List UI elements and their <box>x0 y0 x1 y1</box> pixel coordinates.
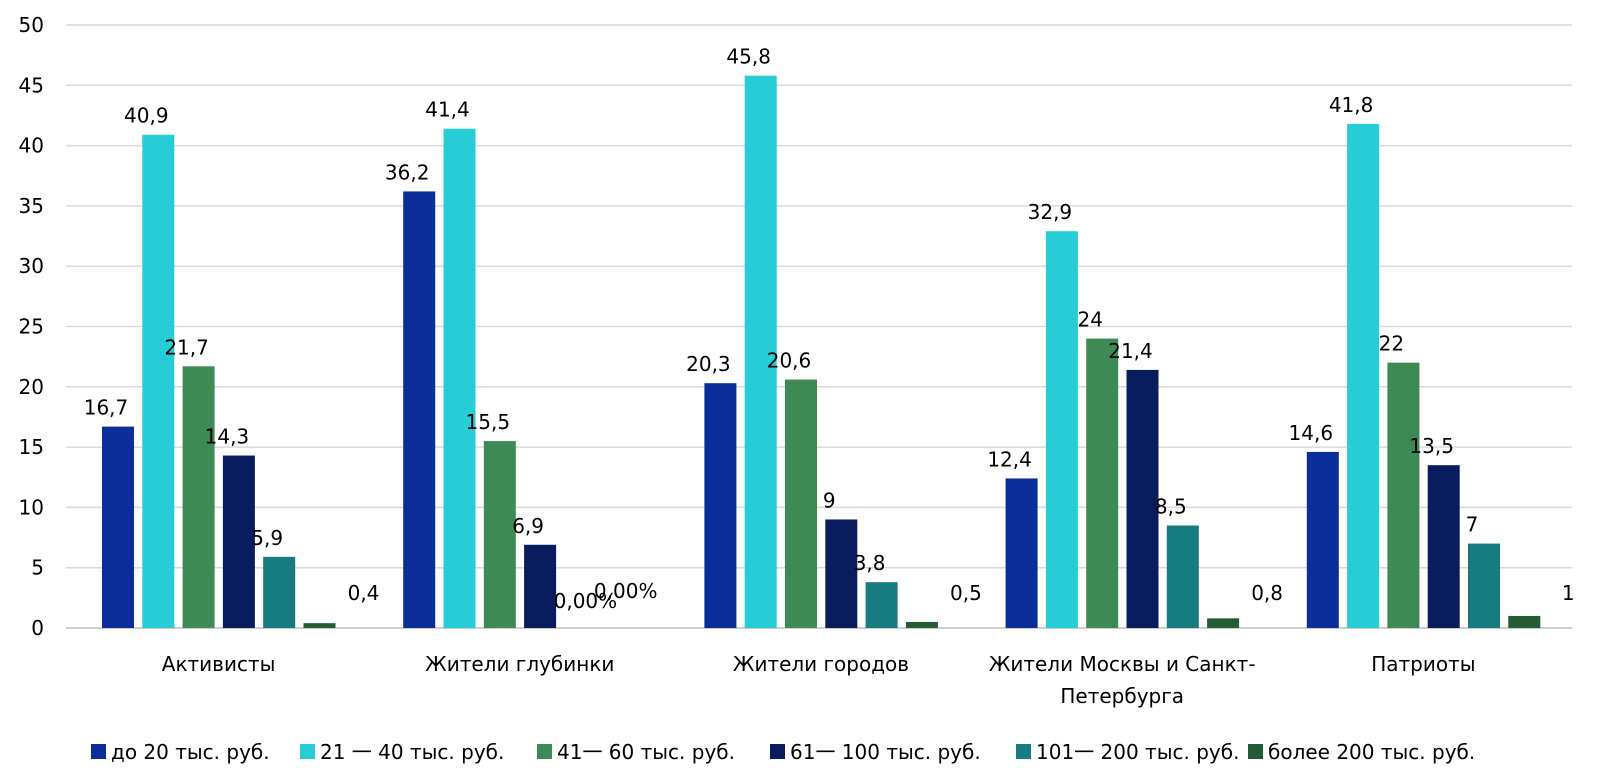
bar <box>1508 615 1541 628</box>
legend: до 20 тыс. руб. 21 一 40 тыс. руб. 41一 60 т… <box>91 740 1475 764</box>
bar <box>1468 543 1500 628</box>
data-label: 0,5 <box>950 581 982 605</box>
data-label: 14,3 <box>205 425 250 449</box>
data-label: 12,4 <box>987 447 1032 471</box>
legend-label: более 200 тыс. руб. <box>1268 740 1475 764</box>
data-label: 0,00% <box>594 579 658 603</box>
bar <box>1166 525 1199 628</box>
bar <box>182 366 215 628</box>
bar <box>1427 465 1460 628</box>
y-axis-ticks: 0 5 10 15 20 25 30 35 40 45 50 <box>19 13 44 640</box>
data-label: 21,4 <box>1108 339 1153 363</box>
data-label: 1 <box>1562 581 1575 605</box>
data-label: 7 <box>1466 513 1479 537</box>
y-tick-label: 5 <box>31 556 44 580</box>
bar <box>303 623 336 628</box>
data-label: 40,9 <box>124 104 169 128</box>
y-tick-label: 20 <box>19 375 44 399</box>
bar <box>1347 123 1380 628</box>
bar <box>1126 369 1159 628</box>
bar <box>1207 618 1240 628</box>
bars <box>102 75 1541 629</box>
bar <box>905 621 938 628</box>
y-tick-label: 10 <box>19 495 44 519</box>
bar <box>142 134 175 628</box>
y-tick-label: 50 <box>19 13 44 37</box>
data-label: 3,8 <box>854 551 886 575</box>
bar <box>1005 478 1038 628</box>
bar <box>704 383 737 628</box>
bar <box>1086 338 1119 628</box>
data-label: 22 <box>1379 332 1404 356</box>
bar <box>1045 231 1078 628</box>
data-label: 9 <box>823 488 836 512</box>
bar <box>744 75 777 629</box>
data-label: 8,5 <box>1155 494 1187 518</box>
data-label: 0,00% <box>554 589 618 613</box>
category-label: Жители Москвы и Санкт- <box>989 652 1256 676</box>
category-labels: Активисты Жители глубинки Жители городов Жи… <box>162 652 1476 708</box>
bar <box>403 191 436 629</box>
data-label: 16,7 <box>84 396 129 420</box>
y-tick-label: 15 <box>19 435 44 459</box>
y-tick-label: 35 <box>19 194 44 218</box>
data-label: 14,6 <box>1289 421 1334 445</box>
bar <box>102 426 134 628</box>
bar <box>524 544 557 628</box>
data-label: 13,5 <box>1409 434 1454 458</box>
bar <box>825 519 858 628</box>
legend-label: 41一 60 тыс. руб. <box>557 740 735 764</box>
bar <box>865 582 898 628</box>
data-label: 36,2 <box>385 160 430 184</box>
data-label: 41,4 <box>425 98 470 122</box>
data-label: 6,9 <box>512 514 544 538</box>
data-label: 41,8 <box>1329 93 1374 117</box>
legend-swatch <box>1248 744 1263 759</box>
legend-label: до 20 тыс. руб. <box>111 740 270 764</box>
category-label: Жители городов <box>733 652 909 676</box>
bar <box>263 556 296 628</box>
y-tick-label: 25 <box>19 315 44 339</box>
y-tick-label: 0 <box>31 616 44 640</box>
legend-label: 101一 200 тыс. руб. <box>1036 740 1239 764</box>
data-label: 45,8 <box>726 45 771 69</box>
data-label: 20,6 <box>767 349 812 373</box>
gridlines <box>66 24 1572 629</box>
category-label: Жители глубинки <box>425 652 614 676</box>
bar <box>1306 451 1339 628</box>
legend-label: 61一 100 тыс. руб. <box>790 740 981 764</box>
data-label: 5,9 <box>251 526 283 550</box>
data-label: 32,9 <box>1028 200 1073 224</box>
category-label: Петербурга <box>1060 684 1184 708</box>
legend-swatch <box>1016 744 1031 759</box>
y-tick-label: 30 <box>19 254 44 278</box>
y-tick-label: 45 <box>19 73 44 97</box>
data-label: 15,5 <box>466 410 511 434</box>
legend-swatch <box>537 744 552 759</box>
category-label: Патриоты <box>1371 652 1475 676</box>
data-labels: 16,7 36,2 20,3 12,4 14,6 40,9 41,4 45,8 32,9 41,8… <box>84 45 1575 613</box>
data-label: 0,8 <box>1251 581 1283 605</box>
bar <box>1387 362 1420 628</box>
y-tick-label: 40 <box>19 134 44 158</box>
data-label: 20,3 <box>686 352 731 376</box>
data-label: 21,7 <box>164 335 209 359</box>
legend-label: 21 一 40 тыс. руб. <box>320 740 504 764</box>
data-label: 24 <box>1077 308 1102 332</box>
bar <box>785 379 817 628</box>
bar <box>443 128 476 628</box>
legend-swatch <box>91 744 106 759</box>
bar <box>222 455 255 628</box>
data-label: 0,4 <box>348 581 380 605</box>
legend-swatch <box>300 744 315 759</box>
bar <box>483 441 516 628</box>
legend-swatch <box>770 744 785 759</box>
category-label: Активисты <box>162 652 276 676</box>
